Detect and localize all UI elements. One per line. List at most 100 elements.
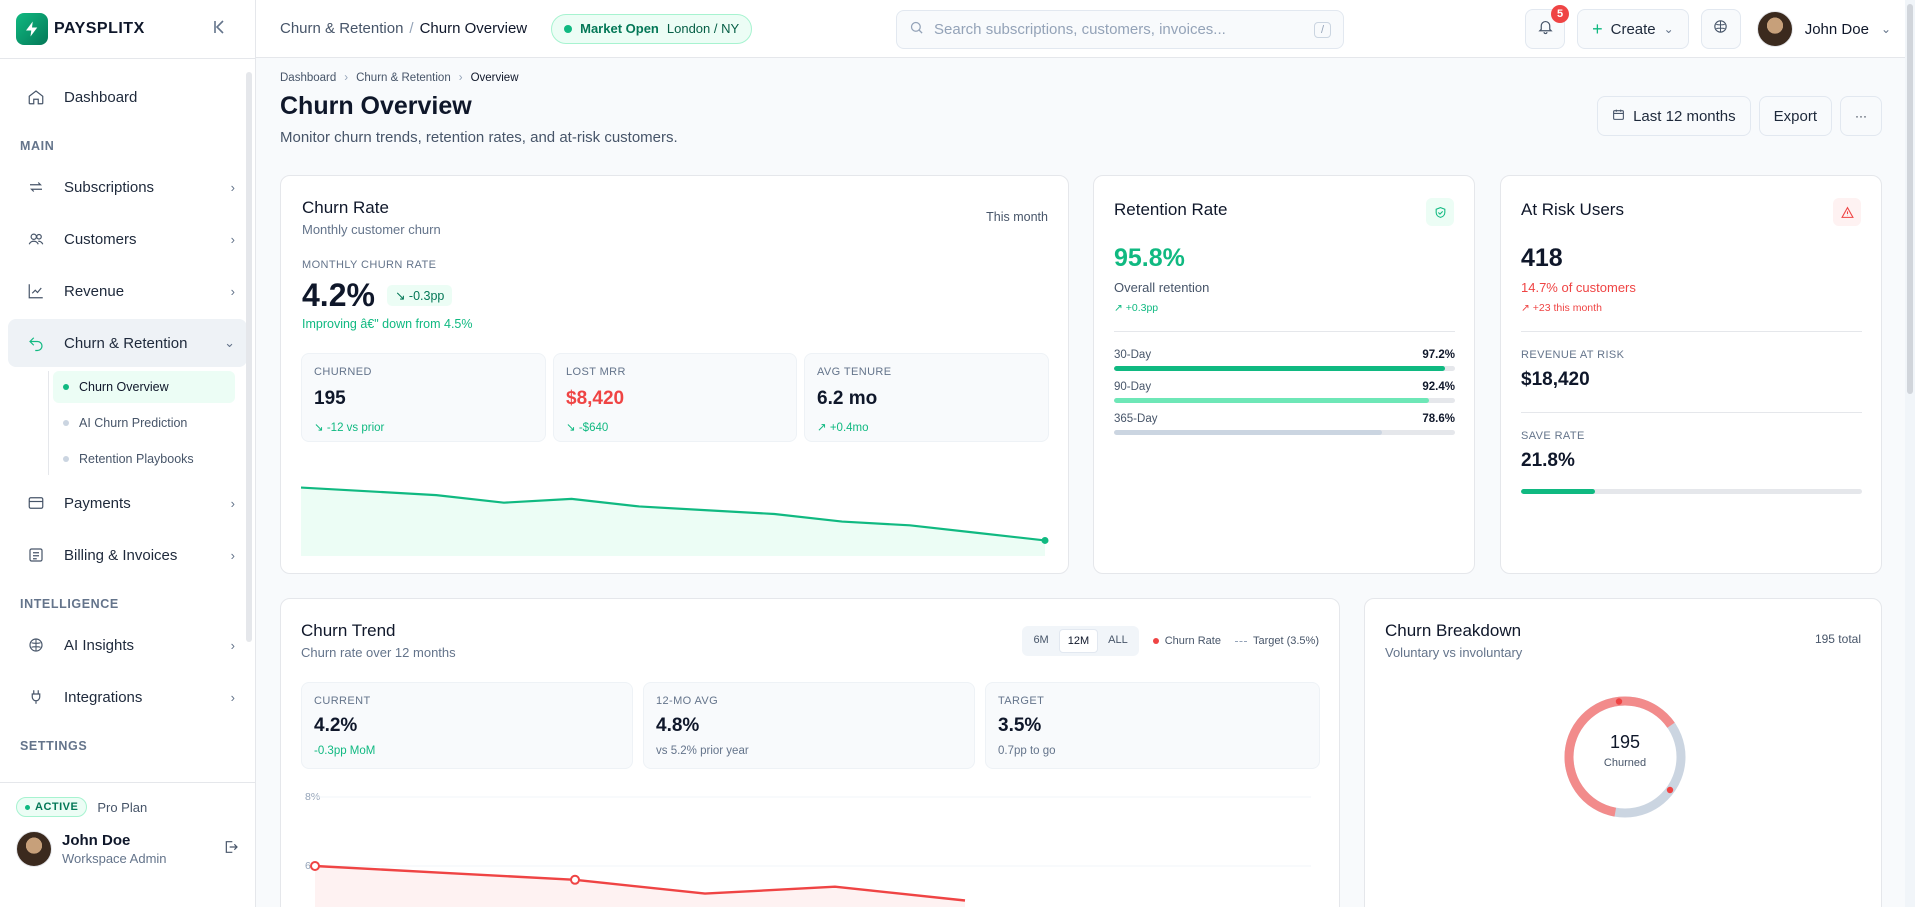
retention-bar-30: 30-Day 97.2% (1114, 349, 1455, 371)
sidebar-item-ai-insights[interactable]: AI Insights › (8, 621, 247, 669)
section-intelligence-label: INTELLIGENCE (20, 597, 119, 611)
trend-current: CURRENT 4.2% -0.3pp MoM (301, 682, 633, 769)
create-button[interactable]: + Create ⌄ (1577, 9, 1689, 49)
trend-up-icon: ↗ (817, 422, 827, 434)
search-input[interactable] (934, 21, 1314, 38)
sidebar-item-revenue[interactable]: Revenue › (8, 267, 247, 315)
user-name: John Doe (62, 832, 131, 849)
revenue-at-risk-value: $18,420 (1521, 369, 1590, 390)
brand: PAYSPLITX (0, 0, 255, 58)
bar-label: 30-Day (1114, 349, 1152, 361)
chevron-right-icon: › (344, 72, 349, 84)
retention-fill (1114, 398, 1430, 403)
users-icon (26, 229, 46, 249)
bar-value: 97.2% (1422, 349, 1455, 361)
sidebar-item-customers[interactable]: Customers › (8, 215, 247, 263)
stat-delta-text: -12 vs prior (326, 422, 385, 434)
global-search[interactable]: / (896, 10, 1344, 49)
subnav-label: Retention Playbooks (79, 452, 194, 466)
card-title: Churn Rate (302, 198, 389, 217)
sidebar-item-subscriptions[interactable]: Subscriptions › (8, 163, 247, 211)
range-12m[interactable]: 12M (1058, 629, 1099, 653)
bar-value: 92.4% (1422, 381, 1455, 393)
trend-target: TARGET 3.5% 0.7pp to go (985, 682, 1320, 769)
trend-up-icon: ↗ (1521, 302, 1530, 314)
sidebar: PAYSPLITX Dashboard MAIN Subscriptions ›… (0, 0, 256, 907)
breadcrumb-link[interactable]: Churn & Retention (356, 72, 451, 84)
logout-icon[interactable] (223, 839, 239, 860)
sidebar-item-integrations[interactable]: Integrations › (8, 673, 247, 721)
collapse-sidebar-button[interactable] (213, 20, 239, 38)
retention-rate-card: Retention Rate 95.8% Overall retention ↗… (1093, 175, 1475, 574)
churn-donut (1564, 696, 1686, 818)
y-tick-label: 8% (305, 791, 321, 803)
sidebar-item-churn-retention[interactable]: Churn & Retention ⌄ (8, 319, 247, 367)
legend-label: Target (3.5%) (1252, 635, 1319, 647)
notifications-button[interactable]: 5 (1525, 5, 1570, 49)
calendar-icon (1612, 108, 1625, 125)
trend-up-icon: ↗ (1114, 302, 1123, 314)
sidebar-item-dashboard[interactable]: Dashboard (8, 73, 247, 121)
stat-note: 0.7pp to go (998, 745, 1056, 757)
card-subtitle: Churn rate over 12 months (301, 645, 456, 660)
plan-status-text: ACTIVE (35, 801, 79, 813)
breadcrumb-current: Overview (470, 72, 519, 84)
ai-assistant-button[interactable] (1700, 9, 1741, 49)
trend-area (315, 866, 965, 907)
bullet-icon (63, 420, 69, 426)
date-range-button[interactable]: Last 12 months (1597, 96, 1751, 136)
breadcrumb: Dashboard › Churn & Retention › Overview (280, 72, 1882, 84)
donut-marker (1615, 698, 1623, 705)
card-title: Retention Rate (1114, 200, 1228, 219)
more-options-button[interactable]: ··· (1840, 96, 1882, 136)
subnav-churn-overview[interactable]: Churn Overview (53, 371, 235, 403)
trend-down-icon: ↘ (566, 422, 576, 434)
avatar[interactable] (16, 831, 52, 867)
range-6m[interactable]: 6M (1033, 634, 1049, 646)
stat-avg-tenure: AVG TENURE 6.2 mo ↗ +0.4mo (804, 353, 1049, 442)
market-status-badge: Market Open London / NY (551, 13, 753, 44)
stat-label: TARGET (998, 695, 1045, 707)
sidebar-scrollbar[interactable] (246, 72, 252, 642)
legend-label: Churn Rate (1164, 635, 1221, 647)
chevron-down-icon: ⌄ (224, 335, 235, 350)
stat-churned: CHURNED 195 ↘ -12 vs prior (301, 353, 546, 442)
stat-label: CURRENT (314, 695, 371, 707)
create-label: Create (1610, 20, 1656, 38)
bar-label: 365-Day (1114, 413, 1158, 425)
chevron-down-icon: ⌄ (1880, 22, 1891, 36)
bar-value: 78.6% (1422, 413, 1455, 425)
main-scrollbar[interactable] (1905, 0, 1915, 907)
brain-icon (1712, 18, 1729, 40)
subnav-retention-playbooks[interactable]: Retention Playbooks (53, 443, 235, 475)
search-shortcut-hint: / (1313, 21, 1331, 38)
undo-icon (26, 333, 46, 353)
trend-down-icon: ↘ (394, 289, 406, 303)
card-subtitle: Voluntary vs involuntary (1385, 645, 1523, 660)
sidebar-item-label: Integrations (64, 688, 143, 706)
breadcrumb-link[interactable]: Dashboard (280, 72, 337, 84)
range-all[interactable]: ALL (1108, 634, 1128, 646)
export-button[interactable]: Export (1758, 96, 1832, 136)
profile-menu[interactable]: John Doe ⌄ (1756, 11, 1891, 47)
bell-icon (1537, 18, 1554, 40)
market-location: London / NY (666, 21, 740, 36)
status-dot-icon (564, 24, 573, 33)
stat-label: AVG TENURE (817, 366, 892, 378)
range-selector: 6M 12M ALL (1022, 626, 1139, 656)
chevron-right-icon: › (230, 547, 235, 563)
sidebar-item-billing[interactable]: Billing & Invoices › (8, 531, 247, 579)
topbar: Churn & Retention / Churn Overview Market … (256, 0, 1915, 58)
stat-note: vs 5.2% prior year (656, 745, 749, 757)
save-rate-fill (1521, 489, 1596, 494)
stat-delta: ↘ -$640 (566, 420, 784, 434)
sidebar-footer: ACTIVE Pro Plan John Doe Workspace Admin (0, 782, 255, 907)
trend-point (570, 874, 580, 885)
donut-center-value: 195 (1609, 732, 1641, 752)
sidebar-item-payments[interactable]: Payments › (8, 479, 247, 527)
retention-fill (1114, 366, 1446, 371)
crumb-current: Churn Overview (419, 20, 528, 37)
bullet-icon (63, 456, 69, 462)
crumb-parent-link[interactable]: Churn & Retention (280, 20, 404, 37)
subnav-ai-churn-prediction[interactable]: AI Churn Prediction (53, 407, 235, 439)
